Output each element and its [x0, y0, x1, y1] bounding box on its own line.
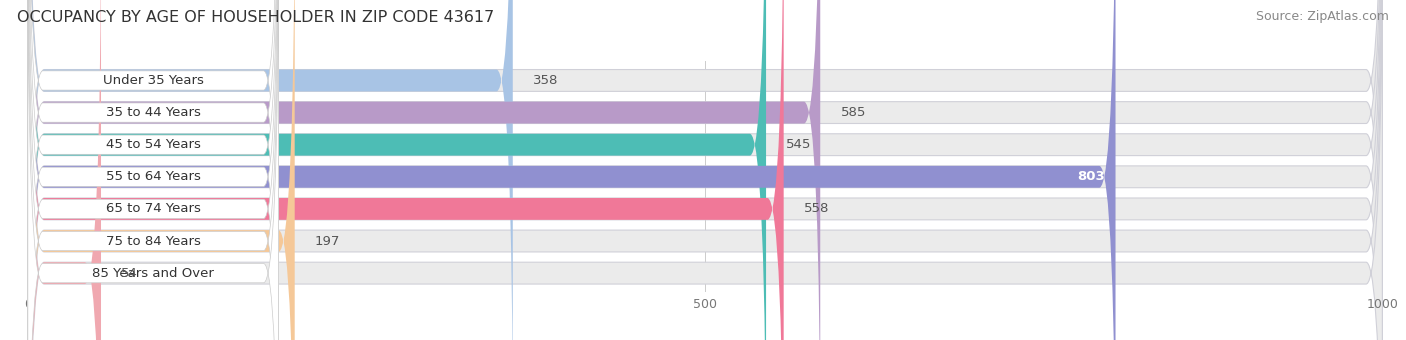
FancyBboxPatch shape	[28, 0, 1115, 340]
Text: 585: 585	[841, 106, 866, 119]
Text: 85 Years and Over: 85 Years and Over	[93, 267, 214, 279]
FancyBboxPatch shape	[28, 0, 513, 340]
FancyBboxPatch shape	[28, 0, 1382, 340]
Text: 358: 358	[533, 74, 558, 87]
FancyBboxPatch shape	[28, 0, 278, 340]
FancyBboxPatch shape	[28, 0, 1382, 340]
Text: 545: 545	[786, 138, 811, 151]
FancyBboxPatch shape	[28, 0, 101, 340]
FancyBboxPatch shape	[28, 0, 1382, 340]
Text: 803: 803	[1077, 170, 1105, 183]
FancyBboxPatch shape	[28, 0, 295, 340]
Text: 75 to 84 Years: 75 to 84 Years	[105, 235, 201, 248]
Text: 35 to 44 Years: 35 to 44 Years	[105, 106, 201, 119]
Text: 65 to 74 Years: 65 to 74 Years	[105, 202, 201, 216]
Text: 54: 54	[121, 267, 138, 279]
Text: Source: ZipAtlas.com: Source: ZipAtlas.com	[1256, 10, 1389, 23]
FancyBboxPatch shape	[28, 0, 278, 340]
Text: 558: 558	[804, 202, 830, 216]
Text: 55 to 64 Years: 55 to 64 Years	[105, 170, 201, 183]
FancyBboxPatch shape	[28, 0, 783, 340]
FancyBboxPatch shape	[28, 0, 278, 340]
FancyBboxPatch shape	[28, 0, 1382, 340]
Text: 197: 197	[315, 235, 340, 248]
FancyBboxPatch shape	[28, 0, 1382, 340]
FancyBboxPatch shape	[28, 0, 278, 340]
FancyBboxPatch shape	[28, 0, 820, 340]
FancyBboxPatch shape	[28, 0, 278, 340]
FancyBboxPatch shape	[28, 0, 1382, 340]
FancyBboxPatch shape	[28, 0, 1382, 340]
Text: 45 to 54 Years: 45 to 54 Years	[105, 138, 201, 151]
Text: Under 35 Years: Under 35 Years	[103, 74, 204, 87]
FancyBboxPatch shape	[28, 0, 278, 340]
FancyBboxPatch shape	[28, 0, 278, 340]
FancyBboxPatch shape	[28, 0, 766, 340]
Text: OCCUPANCY BY AGE OF HOUSEHOLDER IN ZIP CODE 43617: OCCUPANCY BY AGE OF HOUSEHOLDER IN ZIP C…	[17, 10, 494, 25]
